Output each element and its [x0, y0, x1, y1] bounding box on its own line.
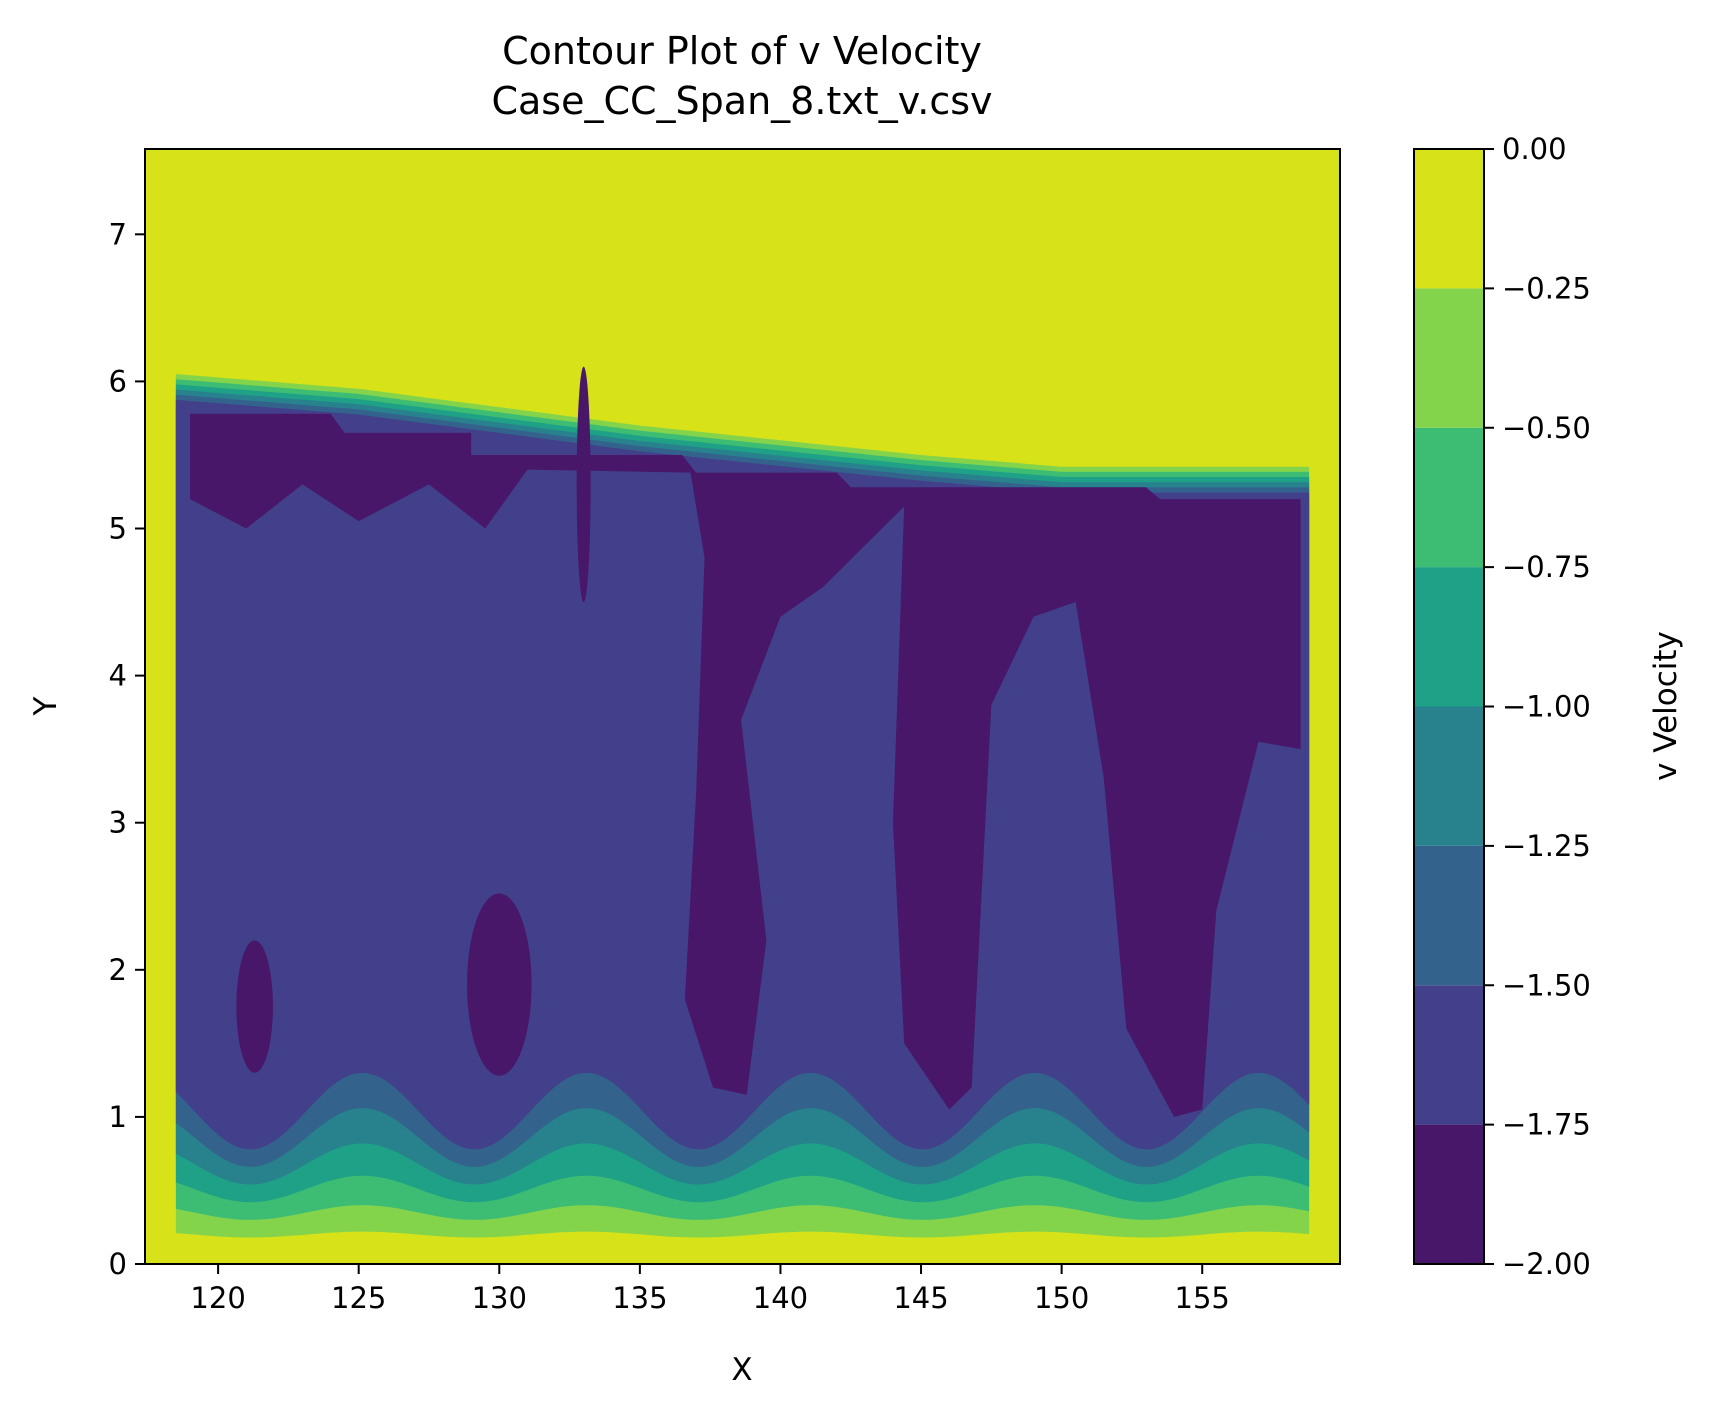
y-tick-label: 2: [109, 953, 127, 987]
colorbar-segment: [1414, 706, 1484, 846]
x-tick-label: 145: [893, 1281, 948, 1315]
x-tick-label: 135: [612, 1281, 667, 1315]
colorbar-tick-label: 0.00: [1502, 132, 1567, 166]
x-tick-label: 150: [1034, 1281, 1089, 1315]
contour-band-0: [576, 366, 591, 603]
chart-subtitle: Case_CC_Span_8.txt_v.csv: [491, 79, 992, 123]
colorbar-tick-label: −0.75: [1502, 550, 1591, 584]
chart-title: Contour Plot of v Velocity: [502, 29, 982, 73]
y-tick-label: 3: [109, 806, 127, 840]
x-tick-label: 155: [1175, 1281, 1230, 1315]
y-axis-label: Y: [28, 696, 64, 716]
y-tick-label: 5: [109, 512, 127, 546]
x-axis: 120 125 130 135 140 145 150 155: [190, 1264, 1230, 1315]
contour-band-0: [466, 893, 532, 1076]
colorbar-segment: [1414, 985, 1484, 1125]
plot-frame: [144, 148, 1341, 1265]
colorbar-segment: [1414, 288, 1484, 428]
y-axis: 0 1 2 3 4 5 6 7: [109, 217, 145, 1281]
contour-layer: [175, 366, 1310, 1238]
x-tick-label: 140: [753, 1281, 808, 1315]
colorbar-tick-label: −1.00: [1502, 690, 1591, 724]
y-tick-label: 4: [109, 659, 127, 693]
colorbar-tick-label: −1.75: [1502, 1108, 1591, 1142]
colorbar: 0.00 −0.25 −0.50 −0.75 −1.00 −1.25 −1.50 −1.75 −…: [1413, 132, 1591, 1281]
x-tick-label: 130: [472, 1281, 527, 1315]
y-tick-label: 7: [109, 217, 127, 251]
colorbar-tick-label: −0.25: [1502, 271, 1591, 305]
x-tick-label: 125: [331, 1281, 386, 1315]
colorbar-tick-label: −1.50: [1502, 968, 1591, 1002]
colorbar-segment: [1414, 1124, 1484, 1264]
colorbar-segment: [1414, 567, 1484, 707]
y-tick-label: 6: [109, 364, 127, 398]
colorbar-segment: [1414, 427, 1484, 568]
colorbar-segment: [1414, 149, 1484, 289]
x-axis-label: X: [731, 1352, 752, 1388]
contour-band-0: [236, 940, 273, 1073]
colorbar-segment: [1414, 845, 1484, 986]
colorbar-tick-label: −2.00: [1502, 1247, 1591, 1281]
y-tick-label: 1: [109, 1100, 127, 1134]
contour-band-0: [189, 413, 1301, 1117]
y-tick-label: 0: [109, 1247, 127, 1281]
colorbar-label: v Velocity: [1648, 631, 1684, 781]
colorbar-tick-label: −0.50: [1502, 411, 1591, 445]
colorbar-tick-label: −1.25: [1502, 829, 1591, 863]
x-tick-label: 120: [190, 1281, 245, 1315]
